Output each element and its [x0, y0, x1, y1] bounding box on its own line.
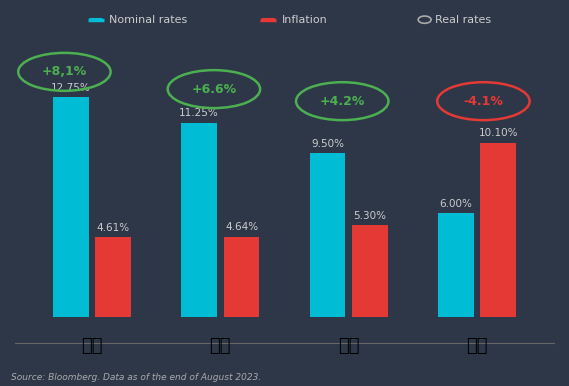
Bar: [53, 97, 89, 317]
Bar: [438, 213, 474, 317]
Text: 10.10%: 10.10%: [479, 128, 518, 138]
Bar: [224, 237, 259, 317]
Text: 12.75%: 12.75%: [51, 83, 90, 93]
Text: 5.30%: 5.30%: [353, 211, 386, 221]
Bar: [480, 142, 516, 317]
Text: -4.1%: -4.1%: [464, 95, 504, 108]
Text: 4.64%: 4.64%: [225, 222, 258, 232]
Text: Source: Bloomberg. Data as of the end of August 2023.: Source: Bloomberg. Data as of the end of…: [11, 373, 262, 382]
Text: 9.50%: 9.50%: [311, 139, 344, 149]
Text: 🇲🇽: 🇲🇽: [209, 337, 231, 356]
Text: +4.2%: +4.2%: [320, 95, 365, 108]
Text: Real rates: Real rates: [435, 15, 492, 25]
Bar: [352, 225, 388, 317]
Bar: [95, 237, 131, 317]
Text: Nominal rates: Nominal rates: [109, 15, 188, 25]
Text: 🇨🇱: 🇨🇱: [338, 337, 360, 356]
Bar: [310, 153, 345, 317]
Text: 4.61%: 4.61%: [97, 223, 130, 233]
Text: 6.00%: 6.00%: [439, 199, 472, 209]
Text: Inflation: Inflation: [282, 15, 328, 25]
Text: +6.6%: +6.6%: [191, 83, 237, 96]
Text: 🇧🇷: 🇧🇷: [81, 337, 103, 356]
Text: 🇵🇱: 🇵🇱: [466, 337, 488, 356]
Text: +8,1%: +8,1%: [42, 65, 87, 78]
Bar: [181, 123, 217, 317]
Text: 11.25%: 11.25%: [179, 108, 219, 119]
